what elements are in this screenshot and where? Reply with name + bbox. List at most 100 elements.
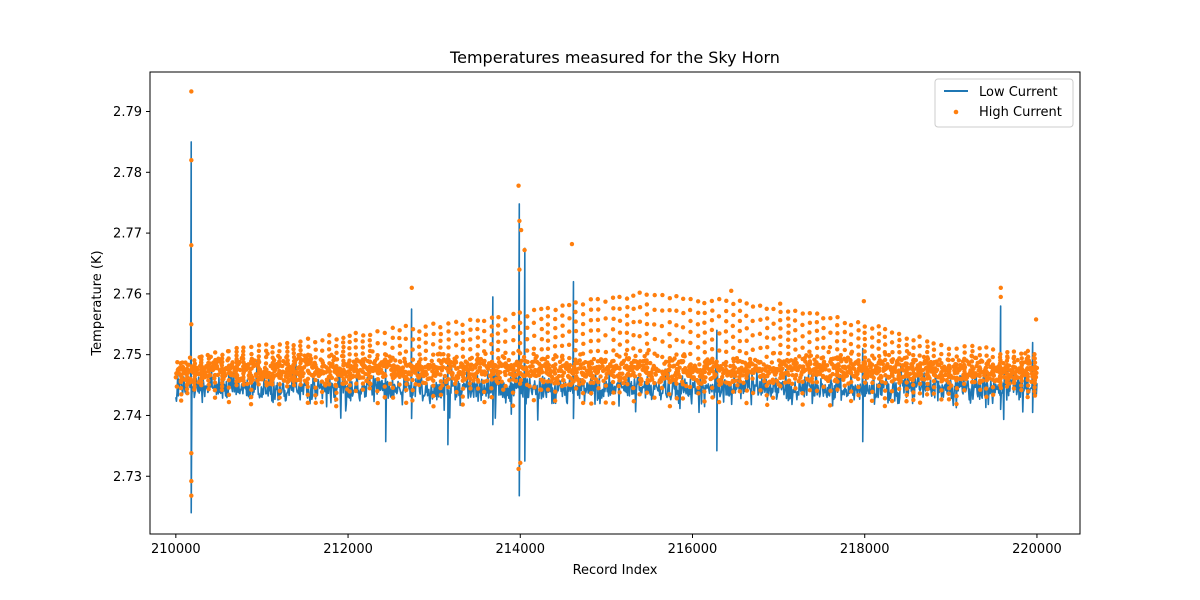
point-high-current [688, 329, 693, 335]
point-high-current [910, 382, 916, 388]
point-high-current [896, 386, 902, 392]
point-high-current [652, 322, 657, 327]
point-high-current [956, 358, 962, 363]
point-high-current [410, 367, 415, 373]
point-high-current [226, 378, 231, 383]
point-high-current [611, 400, 616, 406]
point-high-current [341, 376, 346, 382]
point-high-current [710, 360, 715, 365]
point-high-current [897, 337, 902, 343]
point-high-current [821, 374, 826, 380]
point-high-current [417, 329, 422, 334]
point-high-current [882, 334, 888, 340]
point-high-current [924, 392, 930, 397]
point-high-current [889, 369, 895, 374]
point-high-current [367, 380, 372, 386]
point-high-current [931, 385, 937, 390]
point-high-current [551, 356, 556, 362]
point-high-current [503, 328, 508, 333]
point-high-current [264, 373, 269, 379]
point-high-current [717, 348, 722, 353]
point-high-current [545, 338, 551, 343]
point-high-current [475, 377, 481, 383]
point-high-current [241, 367, 246, 373]
point-high-current [226, 385, 232, 390]
point-high-current [793, 357, 798, 362]
point-high-current [709, 327, 715, 333]
point-high-current [240, 352, 246, 358]
point-high-current [382, 341, 388, 346]
point-high-current [637, 304, 643, 310]
point-high-current [291, 374, 296, 380]
point-high-current [612, 374, 617, 379]
point-high-current [811, 372, 816, 377]
point-high-current [573, 367, 579, 372]
point-high-current [904, 355, 909, 360]
point-high-current [882, 357, 888, 363]
point-high-current [282, 378, 287, 383]
point-high-current [534, 354, 539, 359]
point-high-current [417, 367, 422, 372]
point-high-current [1019, 356, 1024, 361]
point-high-current [423, 380, 428, 386]
point-high-current [637, 363, 643, 368]
point-high-current [347, 345, 352, 351]
point-high-current [460, 386, 466, 391]
point-high-current [771, 336, 776, 341]
point-high-current [644, 331, 649, 337]
point-high-current [603, 366, 609, 372]
point-high-current [617, 390, 622, 395]
point-high-current [925, 349, 930, 355]
point-high-current [946, 352, 952, 357]
point-high-current [734, 356, 740, 361]
point-high-current [834, 363, 840, 368]
point-high-current [382, 352, 388, 357]
point-high-current [560, 333, 565, 338]
point-high-current [871, 375, 876, 381]
point-high-current [320, 338, 325, 343]
point-high-current [621, 358, 627, 364]
point-high-current [998, 376, 1003, 382]
point-high-current [917, 400, 923, 405]
point-high-current [595, 296, 600, 302]
point-high-current [367, 348, 373, 354]
point-high-current [404, 382, 409, 387]
point-high-current [1005, 367, 1010, 372]
point-high-current [460, 338, 466, 344]
point-high-current [842, 329, 847, 335]
point-high-current [588, 370, 594, 375]
point-high-current [567, 316, 572, 321]
point-high-current [431, 383, 436, 388]
point-high-current [561, 370, 567, 375]
point-high-current [234, 353, 239, 358]
point-high-current [970, 369, 975, 374]
point-high-current [652, 307, 657, 312]
point-high-current [621, 380, 626, 386]
point-high-current [1025, 389, 1031, 394]
point-high-current [714, 359, 719, 364]
point-high-current [848, 379, 854, 385]
point-high-current [206, 382, 212, 387]
point-high-current [800, 334, 805, 339]
point-high-current [291, 347, 296, 352]
point-high-current [241, 349, 246, 354]
point-high-current [984, 353, 989, 358]
point-high-current [842, 320, 848, 326]
point-high-current [758, 345, 763, 351]
point-high-current [653, 372, 659, 377]
point-high-current [341, 363, 346, 368]
point-high-current [353, 388, 358, 394]
point-high-current [178, 379, 184, 385]
point-high-current [234, 375, 240, 380]
point-high-current [581, 361, 586, 366]
point-high-current [687, 373, 693, 379]
point-high-current [511, 337, 516, 343]
point-high-current [688, 340, 693, 346]
point-high-current [961, 381, 967, 387]
point-high-current [786, 372, 791, 378]
point-high-current [277, 368, 282, 374]
point-high-current [577, 382, 582, 387]
point-high-current [446, 377, 451, 382]
point-high-current-outlier [1033, 317, 1039, 322]
point-high-current [954, 386, 960, 391]
